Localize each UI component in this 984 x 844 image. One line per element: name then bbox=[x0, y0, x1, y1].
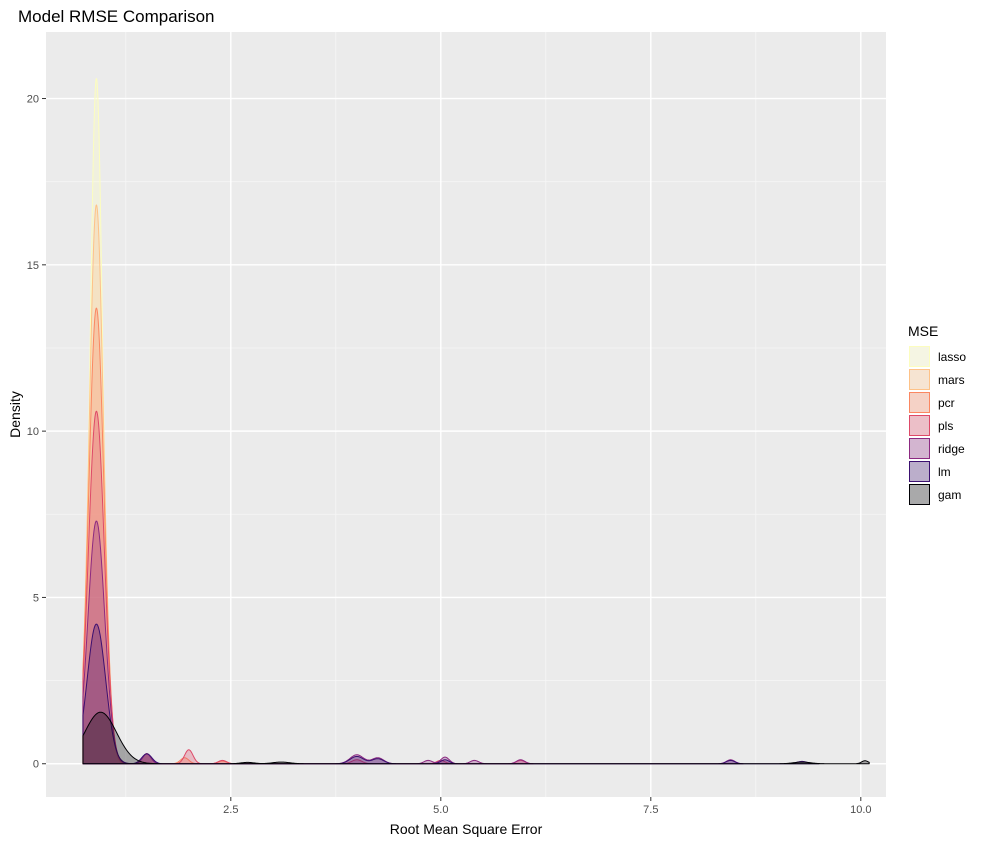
legend-key-bg bbox=[909, 484, 930, 505]
legend-label-pcr: pcr bbox=[938, 396, 955, 410]
y-axis-title: Density bbox=[7, 391, 23, 438]
legend-key-bg bbox=[909, 415, 930, 436]
y-axis: 0 5 10 15 20 bbox=[27, 94, 46, 771]
legend-label-lasso: lasso bbox=[938, 350, 966, 364]
legend-key-bg bbox=[909, 461, 930, 482]
x-axis: 2.5 5.0 7.5 10.0 bbox=[223, 797, 872, 816]
legend-key-pls bbox=[909, 415, 930, 436]
legend-key-mars bbox=[909, 369, 930, 390]
legend-key-bg bbox=[909, 438, 930, 459]
legend-key-gam bbox=[909, 484, 930, 505]
legend-title: MSE bbox=[908, 323, 938, 339]
legend-key-ridge bbox=[909, 438, 930, 459]
legend-label-ridge: ridge bbox=[938, 442, 965, 456]
legend-key-pcr bbox=[909, 392, 930, 413]
legend-label-pls: pls bbox=[938, 419, 953, 433]
y-tick-label: 10 bbox=[27, 426, 39, 438]
chart-title: Model RMSE Comparison bbox=[18, 7, 215, 26]
density-gam bbox=[82, 711, 870, 765]
y-tick-label: 5 bbox=[33, 592, 39, 604]
legend-key-bg bbox=[909, 346, 930, 367]
y-tick-label: 20 bbox=[27, 94, 39, 106]
legend-key-bg bbox=[909, 392, 930, 413]
legend: MSE lasso mars pcr pls ridge lm gam bbox=[908, 323, 966, 505]
y-tick-label: 0 bbox=[33, 759, 39, 771]
plot-panel bbox=[46, 32, 886, 797]
x-tick-label: 10.0 bbox=[850, 804, 871, 816]
density-series bbox=[82, 78, 870, 765]
legend-key-lm bbox=[909, 461, 930, 482]
x-axis-title: Root Mean Square Error bbox=[390, 821, 543, 837]
legend-key-lasso bbox=[909, 346, 930, 367]
x-tick-label: 5.0 bbox=[433, 804, 448, 816]
legend-label-lm: lm bbox=[938, 465, 951, 479]
legend-key-bg bbox=[909, 369, 930, 390]
minor-gridlines bbox=[46, 32, 886, 797]
x-tick-label: 2.5 bbox=[223, 804, 238, 816]
legend-label-mars: mars bbox=[938, 373, 965, 387]
y-tick-label: 15 bbox=[27, 260, 39, 272]
x-tick-label: 7.5 bbox=[643, 804, 658, 816]
legend-label-gam: gam bbox=[938, 488, 961, 502]
